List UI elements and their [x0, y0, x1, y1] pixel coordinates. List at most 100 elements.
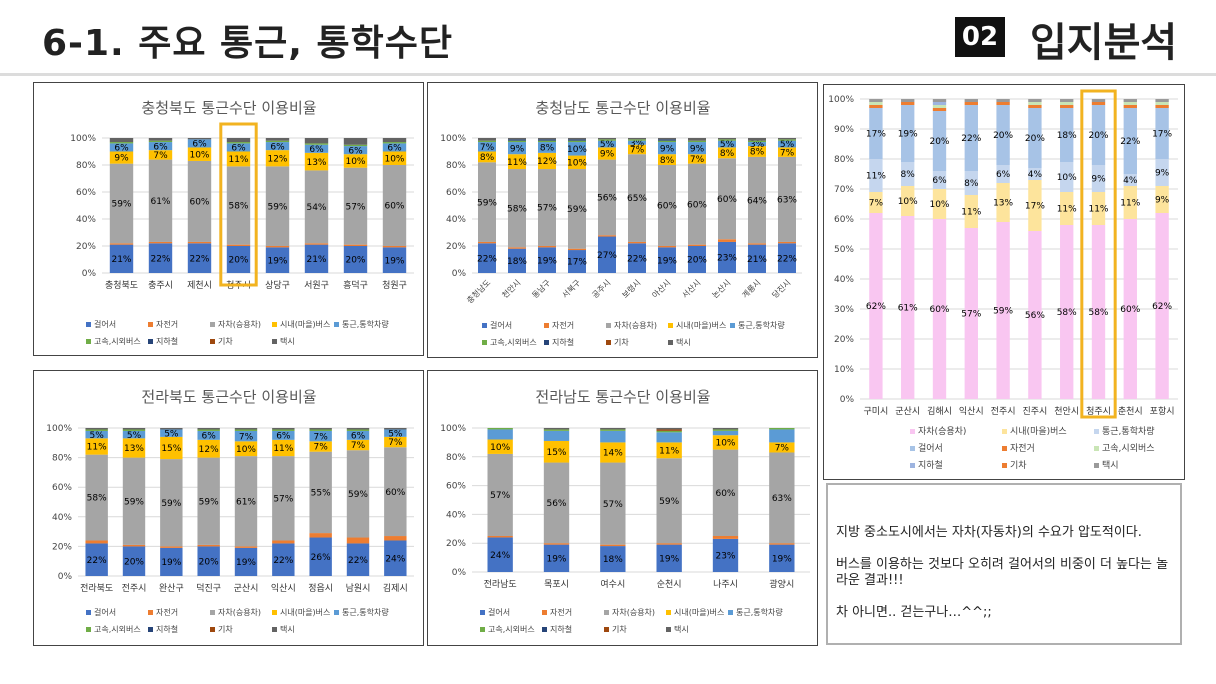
bar-segment — [109, 243, 134, 245]
data-label: 63% — [777, 196, 797, 206]
legend-swatch — [86, 339, 91, 344]
legend-label: 고속,시외버스 — [1102, 442, 1155, 454]
data-label: 18% — [507, 257, 527, 267]
bar-segment — [384, 536, 407, 541]
bar-segment — [234, 547, 258, 576]
bar-segment — [1123, 99, 1137, 102]
chart-cities: 0% 10% 20% 30% 40% 50% 60% 70% 80% 90% 100% 62% 7% 11… — [828, 89, 1178, 471]
bar-segment — [148, 150, 173, 160]
chart-chungnam: 충청남도 통근수단 이용비율 0% 20% 40% 60% 80% 100% 22% 59% 8%… — [440, 99, 802, 347]
bar-segment — [508, 142, 526, 155]
data-label: 9% — [1155, 196, 1170, 206]
bar-segment — [932, 99, 947, 102]
category-label: 포항시 — [1150, 406, 1175, 417]
category-label: 김제시 — [383, 582, 408, 594]
legend-label: 택시 — [280, 624, 295, 634]
data-label: 58% — [1057, 308, 1077, 318]
legend-swatch — [86, 610, 91, 615]
legend-label: 시내(마을)버스 — [280, 319, 330, 329]
data-label: 59% — [348, 490, 368, 500]
bar-segment — [901, 162, 915, 186]
data-label: 19% — [161, 558, 181, 568]
data-label: 61% — [150, 197, 170, 207]
data-label: 23% — [717, 254, 737, 264]
category-label: 동남구 — [530, 278, 552, 300]
bar-segment — [478, 243, 496, 273]
bar-segment — [234, 430, 258, 442]
note-line-3: 차 아니면.. 걷는구나…^^;; — [836, 605, 992, 620]
data-label: 6% — [192, 140, 207, 150]
bar-segment — [85, 540, 108, 544]
bar-segment — [343, 167, 368, 245]
data-label: 5% — [780, 140, 795, 150]
chart-jeonnam: 전라남도 통근수단 이용비율 0% 20% 40% 60% 80% 100% 24% 57% 10… — [440, 388, 810, 634]
data-label: 8% — [901, 170, 916, 180]
bar-segment — [932, 189, 947, 219]
bar-segment — [1060, 225, 1074, 399]
bar-segment — [478, 142, 496, 152]
bar-segment — [343, 144, 368, 147]
data-label: 15% — [546, 448, 566, 458]
data-label: 60% — [687, 200, 707, 210]
legend-swatch — [1002, 446, 1007, 451]
data-label: 22% — [777, 254, 797, 264]
bar-segment — [538, 140, 556, 143]
bar-segment — [600, 430, 626, 443]
bar-segment — [869, 102, 883, 105]
chart-panel-chungnam: 충청남도 통근수단 이용비율 0% 20% 40% 60% 80% 100% 22% 59% 8%… — [427, 82, 818, 358]
data-label: 9% — [510, 144, 525, 154]
legend-label: 걸어서 — [488, 607, 510, 617]
legend-swatch — [666, 627, 671, 632]
bar-segment — [628, 138, 646, 140]
bar-segment — [656, 428, 682, 430]
bar-segment — [122, 430, 146, 439]
legend-swatch — [480, 610, 485, 615]
data-label: 26% — [311, 553, 331, 563]
bar-segment — [234, 456, 258, 547]
category-label: 충주시 — [148, 280, 173, 291]
data-label: 11% — [507, 158, 527, 168]
legend-swatch — [910, 446, 915, 451]
data-label: 7% — [480, 143, 495, 153]
data-label: 59% — [111, 200, 131, 210]
data-label: 60% — [385, 488, 405, 498]
bar-segment — [148, 243, 173, 273]
legend-swatch — [1094, 446, 1099, 451]
bar-segment — [148, 159, 173, 242]
bar-segment — [160, 546, 183, 548]
bar-segment — [901, 102, 915, 105]
y-tick-label: 30% — [834, 305, 854, 315]
legend-label: 시내(마을)버스 — [1010, 426, 1067, 437]
bar-segment — [600, 442, 626, 463]
category-label: 남원시 — [346, 583, 371, 594]
data-label: 7% — [239, 432, 254, 442]
legend-label: 통근,통학차량 — [342, 319, 389, 329]
data-label: 19% — [657, 256, 677, 266]
data-label: 59% — [267, 202, 287, 212]
category-label: 덕진구 — [196, 583, 221, 594]
bar-segment — [382, 142, 407, 144]
legend-swatch — [1094, 429, 1099, 434]
y-tick-label: 0% — [452, 568, 467, 578]
bar-segment — [658, 246, 676, 248]
bar-segment — [996, 102, 1010, 105]
bar-segment — [304, 144, 329, 153]
legend-label: 자전거 — [156, 607, 178, 617]
category-label: 목포시 — [544, 579, 569, 590]
data-label: 5% — [90, 431, 105, 441]
category-label: 여수시 — [600, 578, 625, 590]
bar-segment — [568, 138, 586, 140]
bar-segment — [628, 139, 646, 141]
data-label: 7% — [153, 151, 168, 161]
bar-segment — [1155, 159, 1169, 186]
category-label: 춘천시 — [1118, 406, 1143, 417]
legend-swatch — [542, 627, 547, 632]
bar-segment — [712, 536, 739, 539]
category-label: 전라북도 — [80, 583, 113, 594]
legend-swatch — [910, 429, 915, 434]
data-label: 59% — [161, 499, 181, 509]
legend-swatch — [728, 610, 733, 615]
bar-segment — [538, 139, 556, 141]
bar-segment — [160, 429, 183, 437]
data-label: 11% — [273, 444, 293, 454]
